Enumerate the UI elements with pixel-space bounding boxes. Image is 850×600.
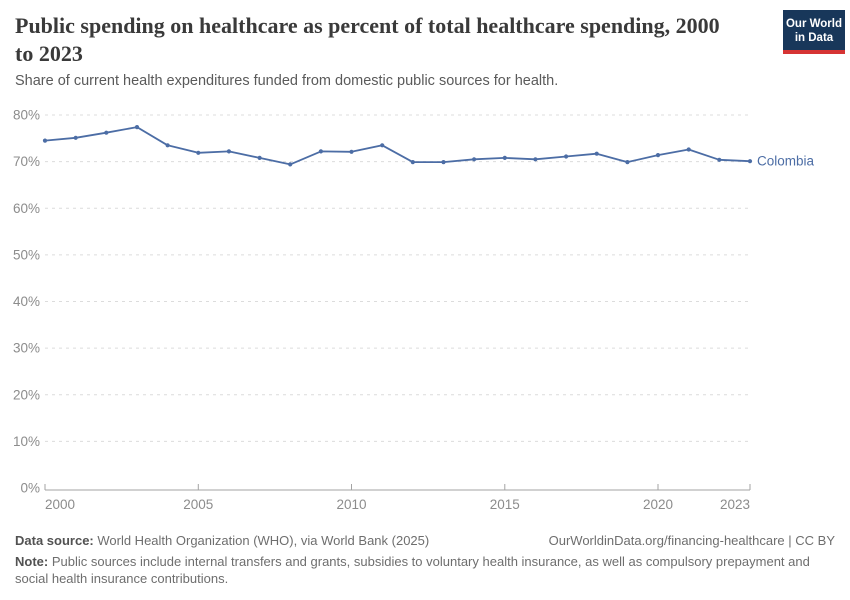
data-point[interactable] [318,149,323,154]
data-point[interactable] [73,135,78,140]
data-point[interactable] [104,130,109,135]
chart-note: Note: Public sources include internal tr… [15,553,810,587]
y-axis-tick-label: 40% [13,294,40,309]
data-source-text: Data source: World Health Organization (… [15,533,429,548]
data-point[interactable] [349,149,354,154]
data-source-value: World Health Organization (WHO), via Wor… [93,533,430,548]
data-point[interactable] [42,138,48,143]
data-point[interactable] [502,155,507,160]
footer-source-row: Data source: World Health Organization (… [15,533,835,548]
data-point[interactable] [686,147,691,152]
y-axis-tick-label: 20% [13,387,40,402]
x-axis-tick-label: 2000 [45,497,75,512]
y-axis-tick-label: 10% [13,434,40,449]
note-text: Public sources include internal transfer… [15,554,810,586]
data-point[interactable] [594,151,599,156]
entity-label: Colombia [757,154,815,169]
data-point[interactable] [257,155,262,160]
y-axis-tick-label: 30% [13,341,40,356]
x-axis-tick-label: 2023 [720,497,750,512]
x-axis-tick-label: 2020 [643,497,673,512]
attribution-link[interactable]: OurWorldinData.org/financing-healthcare … [548,533,835,548]
x-axis-tick-label: 2015 [490,497,520,512]
data-point[interactable] [717,157,722,162]
y-axis-tick-label: 0% [20,481,40,496]
y-axis-tick-label: 60% [13,201,40,216]
data-point[interactable] [196,150,201,155]
data-point[interactable] [288,162,293,167]
data-point[interactable] [441,160,446,165]
data-point[interactable] [226,149,231,154]
note-label: Note: [15,554,49,569]
chart-title: Public spending on healthcare as percent… [15,13,720,66]
owid-logo[interactable]: Our World in Data [783,10,845,54]
data-point[interactable] [747,159,753,164]
data-point[interactable] [564,154,569,159]
data-line[interactable] [44,126,751,166]
data-point[interactable] [533,157,538,162]
x-axis-tick-label: 2005 [183,497,213,512]
data-point[interactable] [134,125,140,130]
logo-line-1: Our World [785,18,842,30]
chart-subtitle: Share of current health expenditures fun… [15,73,559,89]
data-point[interactable] [380,143,385,148]
data-point[interactable] [410,160,415,165]
logo-line-2: in Data [794,32,834,44]
data-point[interactable] [655,153,661,158]
y-axis-tick-label: 50% [13,247,40,262]
y-axis-tick-label: 80% [13,108,40,123]
data-source-label: Data source: [15,533,94,548]
x-axis-tick-label: 2010 [336,497,366,512]
y-axis-tick-label: 70% [13,154,40,169]
data-point[interactable] [625,160,630,165]
data-point[interactable] [472,157,477,162]
data-point[interactable] [165,143,170,148]
